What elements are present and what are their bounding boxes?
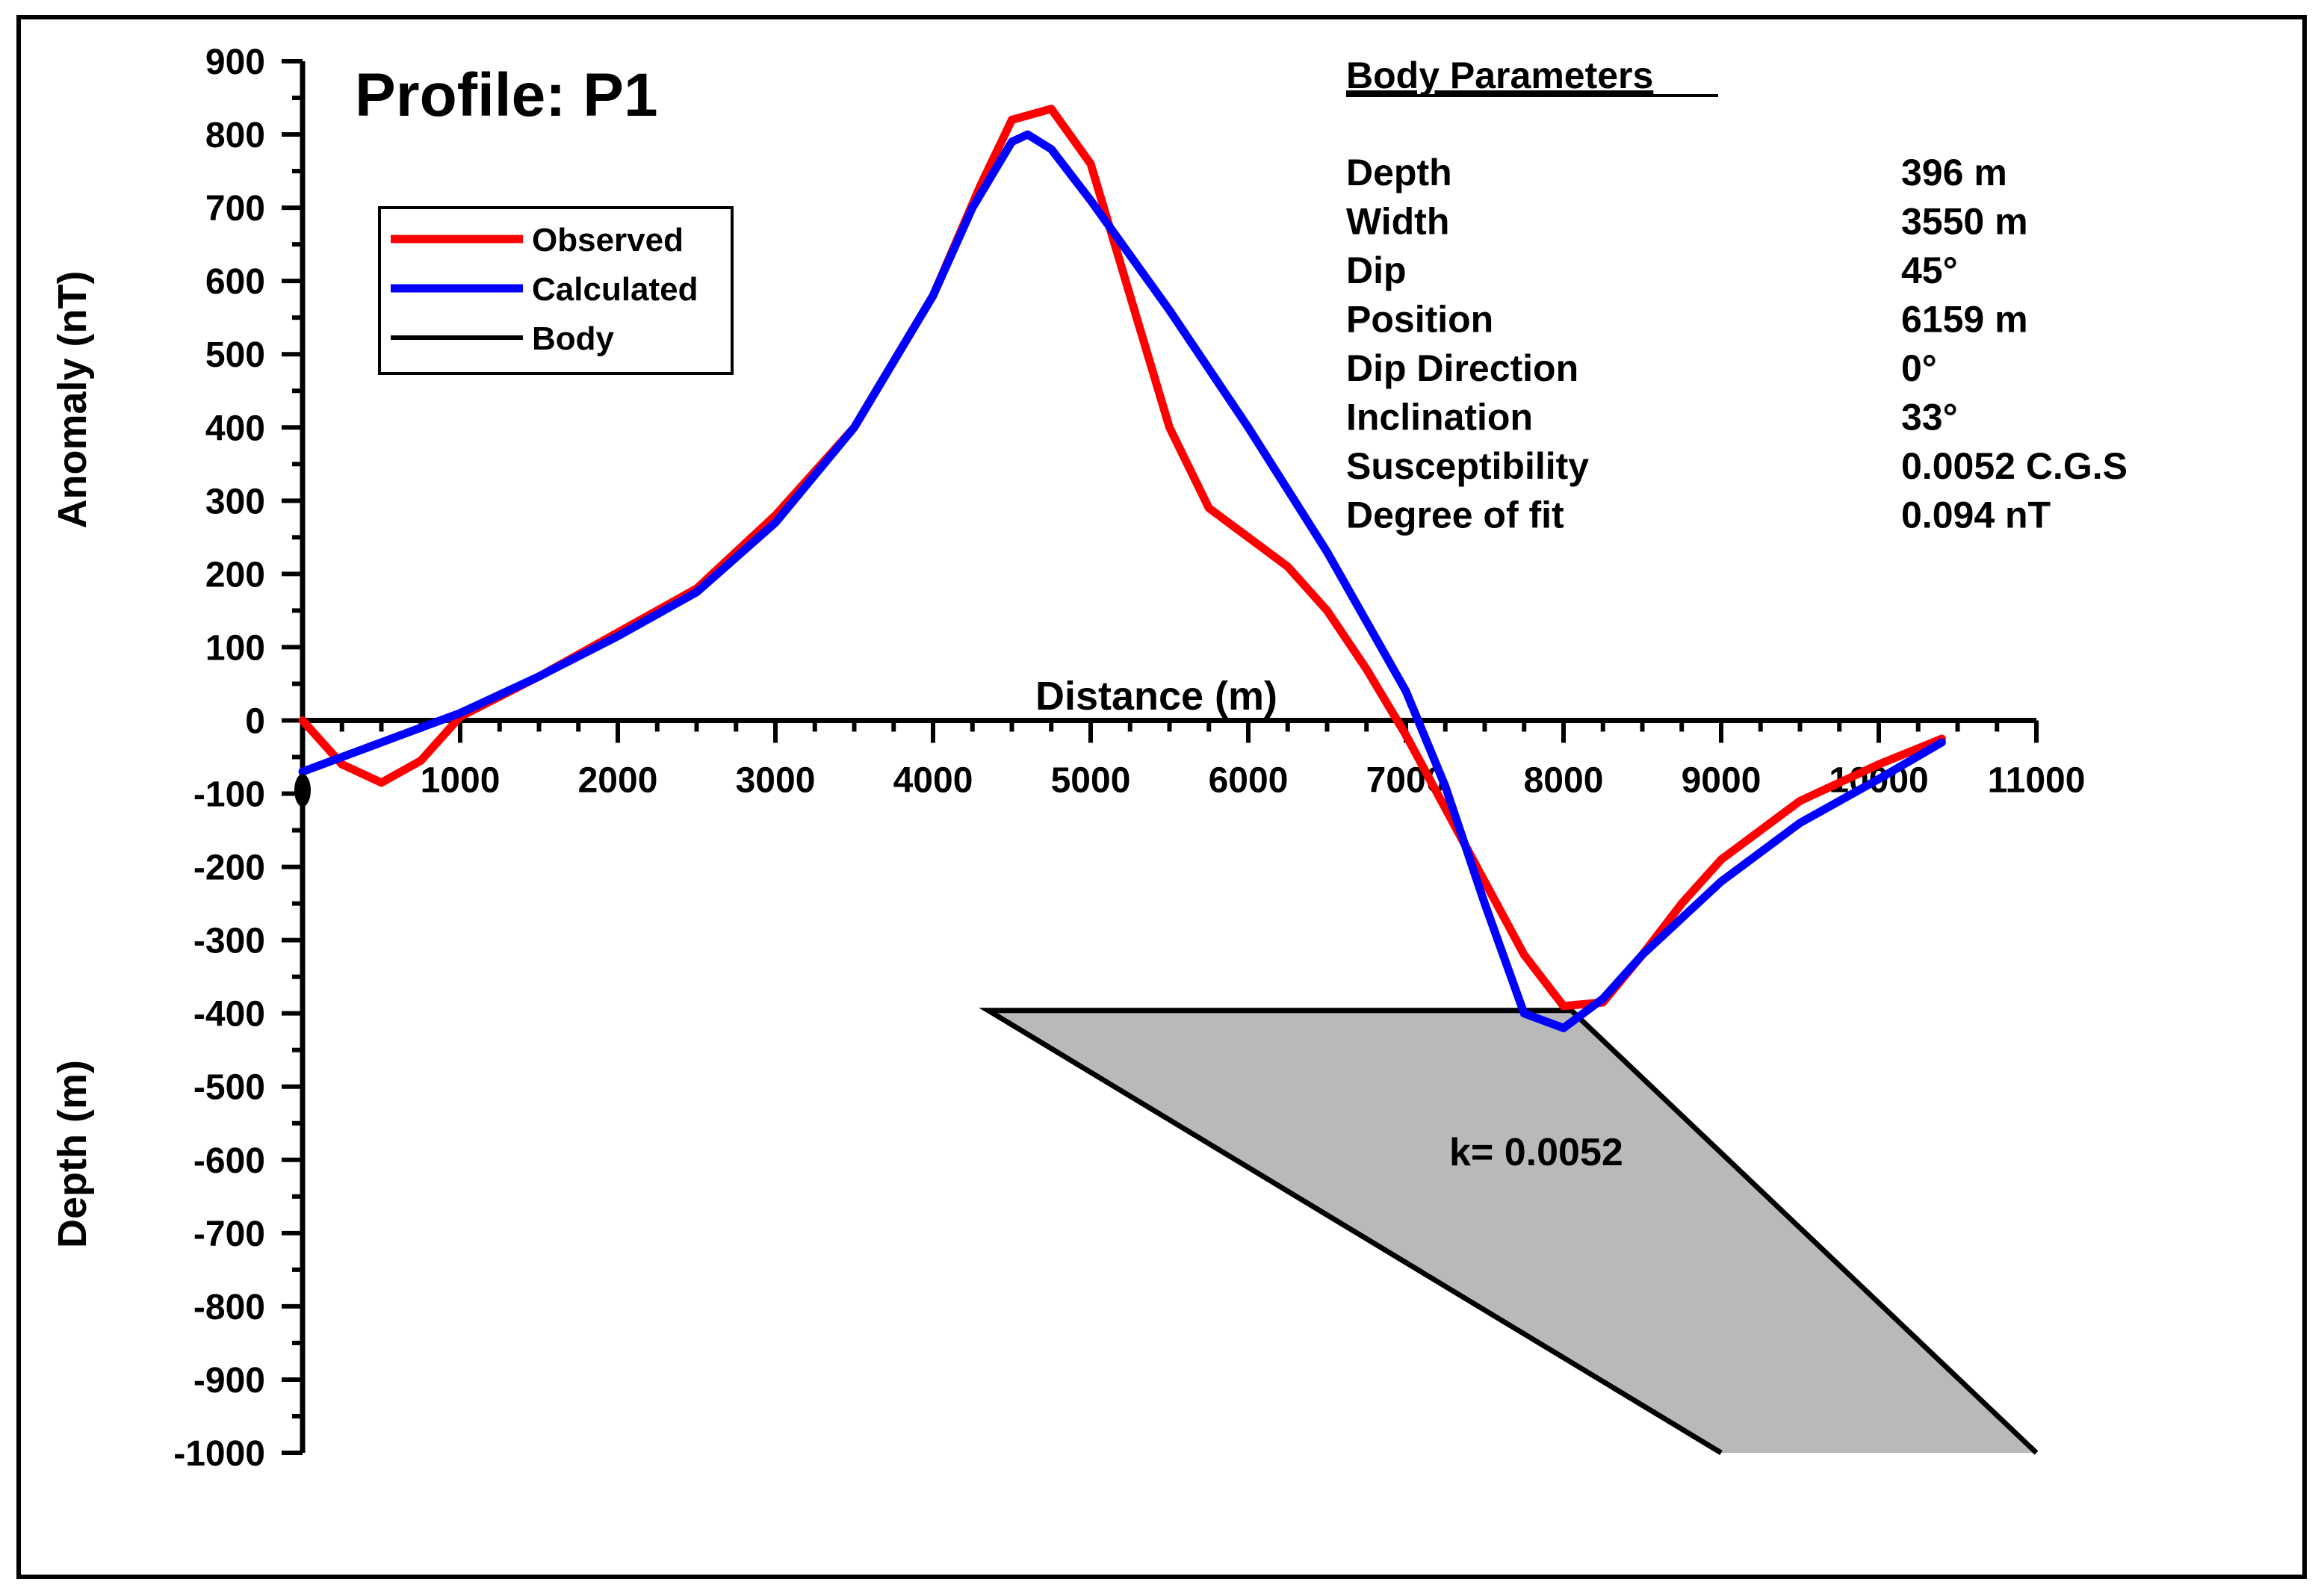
y-ticks: 900 800 700 600 500 400 300 200 100 0 -100 -200 -300… (173, 43, 303, 1474)
param-value: 45° (1901, 249, 1958, 291)
param-name: Degree of fit (1346, 494, 1564, 536)
param-name: Dip (1346, 249, 1407, 291)
legend-label-calculated: Calculated (532, 271, 698, 308)
param-value: 0.0052 C.G.S (1901, 445, 2128, 487)
y-tick-label: -300 (193, 922, 265, 961)
param-name: Susceptibility (1346, 445, 1589, 487)
y-tick-label: 200 (205, 555, 265, 595)
params-rows: Depth 396 m Width 3550 m Dip 45° Position 6159 … (1346, 152, 2128, 536)
param-value: 396 m (1901, 152, 2007, 193)
x-tick-label: 11000 (1988, 760, 2086, 800)
y-tick-label: 300 (205, 482, 265, 521)
x-tick-label: 2000 (578, 760, 658, 800)
param-name: Width (1346, 201, 1449, 243)
param-name: Dip Direction (1346, 347, 1578, 389)
y-tick-label: -600 (193, 1141, 265, 1181)
param-value: 3550 m (1901, 201, 2028, 243)
param-value: 33° (1901, 397, 1958, 438)
y-tick-label: 700 (205, 189, 265, 229)
x-tick-label: 6000 (1209, 760, 1289, 800)
y-tick-label: -400 (193, 995, 265, 1035)
x-tick-label: 1000 (421, 760, 501, 800)
origin-marker (294, 774, 311, 807)
param-value: 0° (1901, 347, 1937, 389)
y-tick-label: 600 (205, 262, 265, 302)
x-ticks: 1000 2000 3000 4000 5000 6000 7000 8000 9000 1000… (339, 720, 2086, 800)
body-outline (979, 1008, 2039, 1455)
body-polygon (988, 1010, 2036, 1453)
y-tick-label: -200 (193, 849, 265, 888)
y-axis-title-depth: Depth (m) (50, 1060, 95, 1248)
chart-frame (16, 15, 2307, 1579)
body-parameters: Body Parameters Depth 396 m Width 3550 m Dip… (1346, 55, 2128, 536)
y-tick-label: 100 (205, 628, 265, 668)
param-value: 6159 m (1901, 299, 2028, 341)
param-name: Inclination (1346, 397, 1533, 438)
x-tick-label: 8000 (1524, 760, 1604, 800)
x-tick-label: 9000 (1682, 760, 1761, 800)
y-tick-label: 400 (205, 409, 265, 448)
y-tick-label: 500 (205, 335, 265, 375)
y-tick-label: -100 (193, 775, 265, 815)
body-label: k= 0.0052 (1449, 1131, 1623, 1174)
series-calculated-line (298, 130, 1946, 1032)
params-title: Body Parameters (1346, 55, 1653, 96)
y-tick-label: -700 (193, 1215, 265, 1254)
x-tick-label: 4000 (893, 760, 973, 800)
param-value: 0.094 nT (1901, 494, 2051, 536)
y-tick-label: 900 (205, 43, 265, 82)
y-axis-title-anomaly: Anomaly (nT) (50, 271, 95, 529)
param-name: Depth (1346, 152, 1452, 193)
x-tick-label: 3000 (736, 760, 816, 800)
y-tick-label: -800 (193, 1288, 265, 1327)
legend-label-observed: Observed (532, 222, 684, 258)
plot-title: Profile: P1 (355, 61, 658, 129)
y-tick-label: -500 (193, 1068, 265, 1108)
y-tick-label: 0 (245, 701, 265, 741)
y-tick-label: 800 (205, 116, 265, 155)
x-tick-label: 5000 (1051, 760, 1131, 800)
y-tick-label: -900 (193, 1361, 265, 1401)
x-axis-title: Distance (m) (1035, 674, 1277, 719)
param-name: Position (1346, 299, 1493, 341)
y-tick-label: -1000 (173, 1434, 265, 1474)
legend: Observed Calculated Body (378, 206, 734, 375)
legend-label-body: Body (532, 320, 615, 357)
